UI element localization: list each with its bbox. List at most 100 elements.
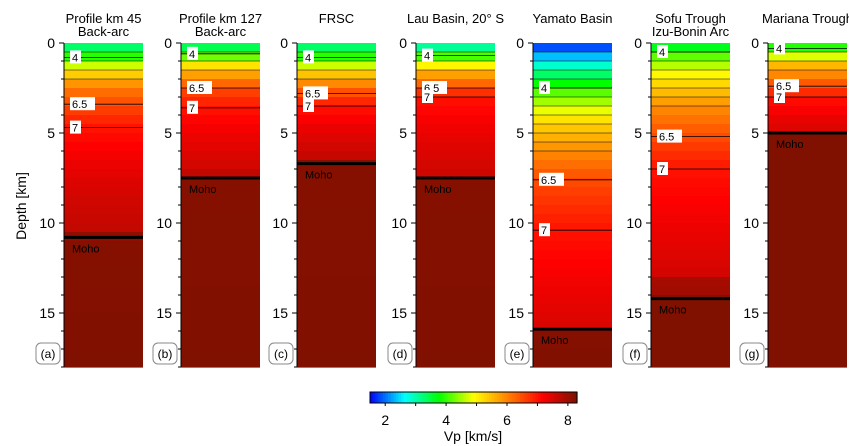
colorbar-segment bbox=[522, 392, 526, 403]
colorbar-segment bbox=[406, 392, 410, 403]
velocity-band bbox=[768, 214, 847, 224]
velocity-band bbox=[533, 196, 612, 206]
velocity-band bbox=[533, 133, 612, 143]
panel-label-text: (d) bbox=[393, 347, 408, 361]
colorbar-segment bbox=[426, 392, 431, 403]
velocity-band bbox=[768, 88, 847, 98]
velocity-band bbox=[181, 124, 260, 134]
moho-label: Moho bbox=[776, 139, 804, 151]
velocity-band bbox=[181, 61, 260, 71]
colorbar-segment bbox=[486, 392, 490, 403]
velocity-band bbox=[181, 187, 260, 197]
velocity-band bbox=[768, 358, 847, 368]
contour-label-bg bbox=[774, 79, 799, 93]
panels: Profile km 45Back-arc46.57Moho051015(a)P… bbox=[35, 11, 849, 368]
colorbar-segment bbox=[483, 392, 488, 403]
depth-tick-label: 10 bbox=[391, 215, 407, 231]
colorbar-segment bbox=[501, 392, 506, 403]
velocity-band bbox=[64, 214, 143, 224]
velocity-band bbox=[297, 340, 376, 350]
velocity-band bbox=[768, 205, 847, 215]
velocity-band bbox=[297, 349, 376, 359]
velocity-band bbox=[533, 115, 612, 125]
contour-label-bg bbox=[303, 86, 328, 100]
velocity-band bbox=[651, 142, 730, 152]
colorbar-segment bbox=[455, 392, 459, 403]
velocity-band bbox=[64, 331, 143, 341]
velocity-band bbox=[768, 142, 847, 152]
velocity-band bbox=[181, 142, 260, 152]
panel-label-text: (e) bbox=[510, 347, 525, 361]
velocity-band bbox=[297, 124, 376, 134]
contour-label-bg bbox=[187, 46, 198, 60]
moho-label: Moho bbox=[189, 184, 217, 196]
velocity-band bbox=[651, 286, 730, 296]
velocity-band bbox=[651, 133, 730, 143]
velocity-band bbox=[768, 61, 847, 71]
velocity-band bbox=[416, 358, 495, 368]
contour-label: 4 bbox=[659, 47, 665, 59]
contour-label-bg bbox=[422, 48, 433, 62]
velocity-band bbox=[651, 169, 730, 179]
colorbar-segment bbox=[468, 392, 472, 403]
depth-tick-label: 5 bbox=[516, 125, 524, 141]
panel-label: (d) bbox=[387, 342, 413, 365]
velocity-band bbox=[533, 151, 612, 161]
contour-label-bg bbox=[70, 97, 95, 111]
velocity-band bbox=[181, 295, 260, 305]
colorbar-segment bbox=[382, 392, 387, 403]
velocity-band bbox=[64, 295, 143, 305]
contour-label: 7 bbox=[189, 103, 195, 115]
velocity-band bbox=[297, 43, 376, 53]
velocity-band bbox=[416, 277, 495, 287]
velocity-band bbox=[533, 97, 612, 107]
velocity-band bbox=[297, 241, 376, 251]
velocity-band bbox=[181, 205, 260, 215]
velocity-band bbox=[64, 61, 143, 71]
velocity-band bbox=[297, 115, 376, 125]
velocity-band bbox=[297, 304, 376, 314]
colorbar-segment bbox=[543, 392, 547, 403]
panel-label: (e) bbox=[504, 342, 530, 365]
velocity-band bbox=[768, 70, 847, 80]
velocity-band bbox=[416, 205, 495, 215]
velocity-band bbox=[181, 178, 260, 188]
velocity-band bbox=[181, 268, 260, 278]
velocity-band bbox=[64, 43, 143, 53]
velocity-band bbox=[768, 151, 847, 161]
colorbar-segment bbox=[413, 392, 418, 403]
velocity-band bbox=[768, 241, 847, 251]
velocity-band bbox=[533, 178, 612, 188]
panel-title: Profile km 45 bbox=[66, 11, 142, 26]
contour-label: 7 bbox=[541, 225, 547, 237]
velocity-band bbox=[416, 232, 495, 242]
velocity-band bbox=[416, 250, 495, 260]
velocity-band bbox=[181, 358, 260, 368]
colorbar-segment bbox=[437, 392, 441, 403]
depth-tick-label: 0 bbox=[280, 35, 288, 51]
velocity-band bbox=[533, 106, 612, 116]
velocity-band bbox=[416, 133, 495, 143]
velocity-band bbox=[297, 151, 376, 161]
velocity-band bbox=[533, 331, 612, 341]
velocity-band bbox=[533, 142, 612, 152]
velocity-band bbox=[533, 79, 612, 89]
colorbar-segment bbox=[439, 392, 444, 403]
velocity-band bbox=[651, 277, 730, 287]
velocity-band bbox=[768, 259, 847, 269]
contour-label-bg bbox=[539, 81, 550, 94]
depth-tick-label: 10 bbox=[508, 215, 524, 231]
colorbar: Vp [km/s] 2 4 6 8 bbox=[369, 391, 578, 444]
velocity-band bbox=[651, 259, 730, 269]
velocity-band bbox=[533, 295, 612, 305]
velocity-band bbox=[768, 232, 847, 242]
velocity-band bbox=[181, 304, 260, 314]
contour-label-bg bbox=[657, 45, 668, 58]
colorbar-segment bbox=[372, 392, 376, 403]
colorbar-segment bbox=[496, 392, 500, 403]
contour-label: 7 bbox=[776, 92, 782, 104]
velocity-band bbox=[533, 124, 612, 134]
depth-tick-label: 5 bbox=[164, 125, 172, 141]
velocity-band bbox=[768, 115, 847, 125]
